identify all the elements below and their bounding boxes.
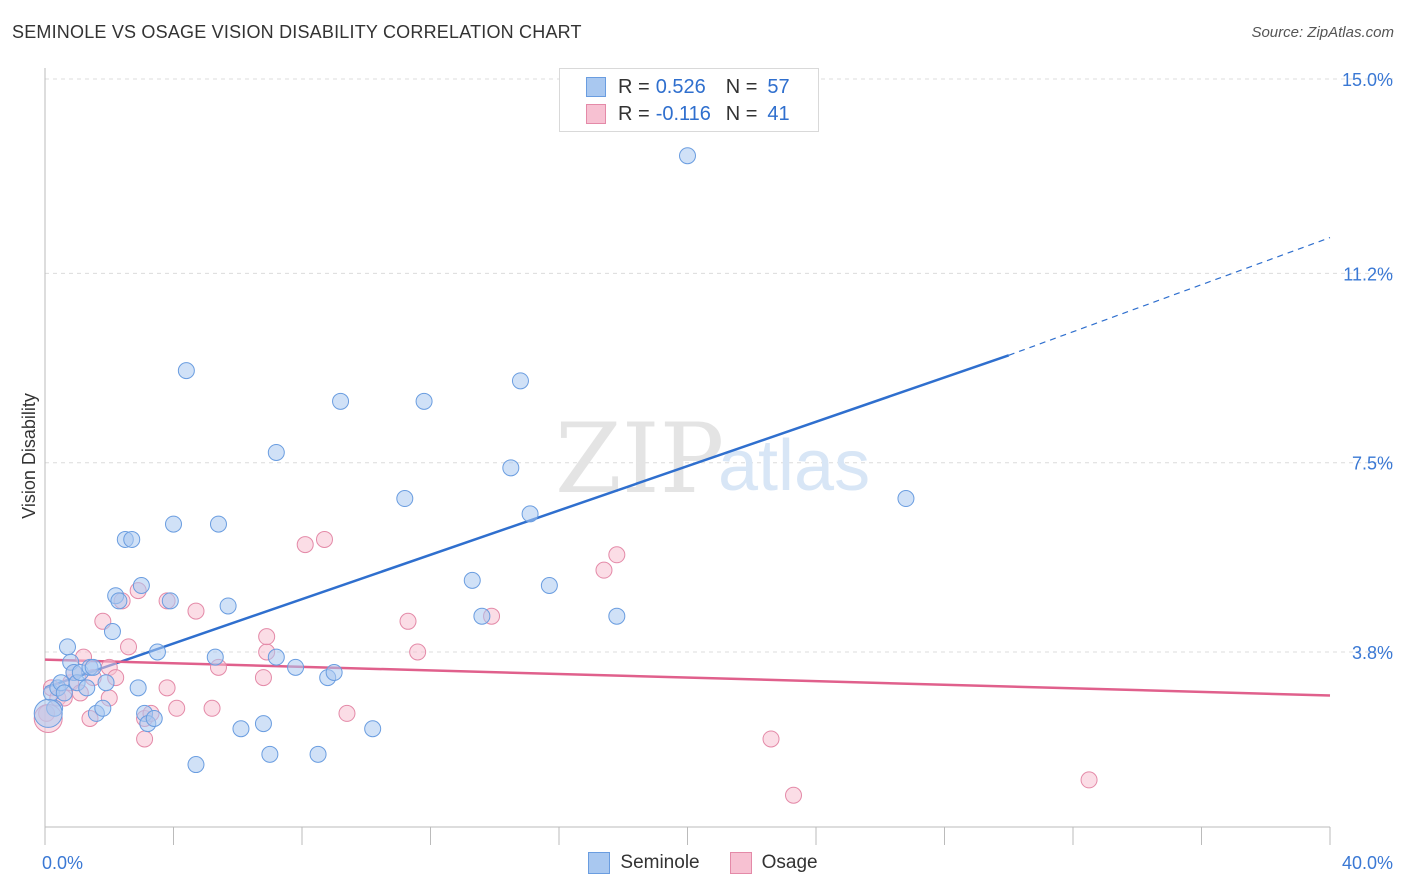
y-tick-label: 15.0% — [1342, 70, 1393, 90]
osage-point — [120, 638, 138, 656]
seminole-point — [94, 699, 112, 717]
seminole-point — [309, 745, 327, 763]
x-tick-label: 40.0% — [1342, 853, 1393, 873]
seminole-point — [55, 684, 73, 702]
seminole-point — [254, 715, 272, 733]
watermark-atlas: atlas — [718, 426, 870, 506]
seminole-point — [84, 658, 102, 676]
seminole-point — [110, 592, 128, 610]
seminole-point — [78, 679, 96, 697]
seminole-point — [165, 515, 182, 533]
seminole-point — [148, 643, 166, 661]
y-tick-label: 3.8% — [1352, 643, 1393, 663]
osage-legend-swatch — [729, 852, 752, 874]
osage-point — [595, 561, 613, 579]
r-label: R = — [618, 102, 650, 125]
seminole-point — [325, 663, 343, 681]
osage-point — [338, 704, 356, 722]
osage-point — [315, 530, 333, 548]
osage-point — [296, 536, 314, 554]
seminole-point — [332, 392, 350, 410]
seminole-point — [502, 459, 520, 477]
seminole-point — [161, 592, 179, 610]
osage-swatch — [586, 104, 606, 124]
seminole-point — [123, 530, 141, 548]
osage-point — [399, 612, 417, 630]
seminole-point — [511, 372, 529, 390]
osage-point — [203, 699, 221, 717]
osage-point — [1080, 771, 1098, 789]
seminole-point — [261, 745, 279, 763]
seminole-point — [415, 392, 433, 410]
x-tick-label: 0.0% — [42, 853, 83, 873]
seminole-legend-label: Seminole — [620, 852, 700, 873]
n-value: 57 — [767, 75, 790, 98]
seminole-point — [129, 679, 147, 697]
seminole-point — [473, 607, 491, 625]
seminole-point — [145, 710, 163, 728]
seminole-point — [396, 490, 414, 508]
legend-item-osage[interactable]: Osage — [729, 852, 818, 874]
osage-point — [187, 602, 205, 620]
seminole-point — [267, 648, 285, 666]
points-layer — [33, 147, 1098, 804]
legend-row-osage: R = -0.116 N = 41 — [586, 101, 790, 127]
y-tick-label: 7.5% — [1352, 454, 1393, 474]
r-value: -0.116 — [655, 102, 711, 125]
seminole-point — [463, 571, 481, 589]
y-axis-label: Vision Disability — [19, 393, 39, 519]
osage-point — [762, 730, 780, 748]
osage-point — [409, 643, 427, 661]
series-legend: Seminole Osage — [0, 852, 1406, 874]
osage-point — [785, 786, 803, 804]
seminole-point — [364, 720, 382, 738]
watermark: ZIP atlas — [555, 403, 870, 515]
r-value: 0.526 — [655, 75, 706, 98]
osage-point — [608, 546, 626, 564]
osage-point — [136, 730, 154, 748]
seminole-point — [206, 648, 224, 666]
seminole-point — [232, 720, 250, 738]
seminole-point — [187, 756, 205, 774]
r-label: R = — [618, 75, 650, 98]
stats-legend: R = 0.526 N = 57 R = -0.116 N = 41 — [559, 68, 819, 132]
y-tick-label: 11.2% — [1343, 264, 1393, 284]
seminole-swatch — [586, 77, 606, 97]
seminole-point — [33, 698, 63, 728]
grid-layer — [45, 78, 1395, 653]
seminole-point — [103, 623, 121, 641]
trend-lines — [44, 237, 1331, 697]
seminole-point — [209, 515, 227, 533]
seminole-point — [608, 607, 626, 625]
seminole-point — [540, 576, 558, 594]
legend-row-seminole: R = 0.526 N = 57 — [586, 74, 790, 100]
tick-labels: 3.8% 7.5% 11.2% 15.0% 0.0% 40.0% — [42, 70, 1393, 873]
chart-title: SEMINOLE VS OSAGE VISION DISABILITY CORR… — [12, 22, 582, 42]
seminole-point — [132, 576, 150, 594]
seminole-point — [267, 443, 285, 461]
legend-item-seminole[interactable]: Seminole — [588, 852, 700, 874]
osage-trend-line — [44, 658, 1331, 697]
seminole-point — [521, 505, 539, 523]
osage-legend-label: Osage — [761, 852, 818, 873]
seminole-trend-extension — [1008, 237, 1331, 356]
osage-point — [168, 699, 186, 717]
n-value: 41 — [767, 102, 790, 125]
seminole-legend-swatch — [588, 852, 611, 874]
seminole-point — [177, 362, 195, 380]
seminole-point — [219, 597, 237, 615]
seminole-point — [897, 490, 915, 508]
n-label: N = — [725, 75, 758, 98]
source-credit: Source: ZipAtlas.com — [1251, 24, 1394, 41]
watermark-zip: ZIP — [555, 403, 724, 515]
osage-point — [254, 669, 272, 687]
osage-point — [158, 679, 176, 697]
seminole-point — [58, 638, 76, 656]
seminole-point — [97, 674, 115, 692]
seminole-point — [679, 147, 696, 165]
n-label: N = — [725, 102, 758, 125]
osage-point — [258, 628, 276, 646]
seminole-point — [287, 658, 305, 676]
